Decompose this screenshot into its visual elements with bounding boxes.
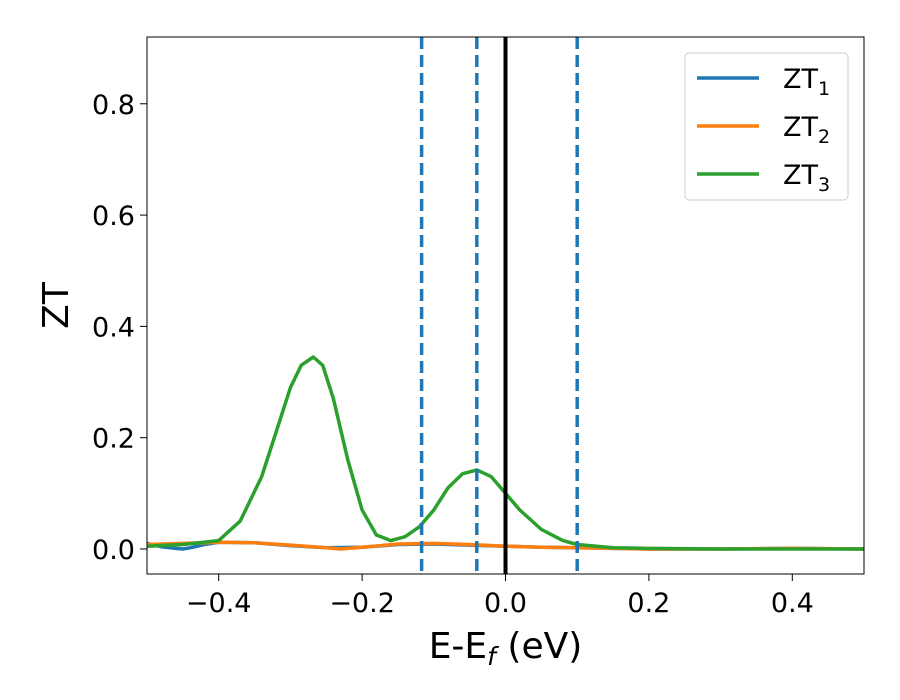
legend-label-zt3: ZT3 bbox=[783, 160, 830, 196]
y-tick-label: 0.6 bbox=[92, 201, 135, 232]
y-tick-label: 0.0 bbox=[92, 535, 135, 566]
x-axis-title-base: E-E bbox=[429, 626, 487, 667]
x-tick-label: 0.0 bbox=[484, 588, 527, 619]
series-line-zt3 bbox=[147, 355, 864, 551]
x-tick-label: −0.2 bbox=[329, 588, 395, 619]
legend-label-zt1: ZT1 bbox=[783, 64, 830, 100]
y-tick-label: 0.4 bbox=[92, 312, 135, 343]
x-tick-label: 0.2 bbox=[627, 588, 670, 619]
axis-ticks: −0.4 −0.2 0.0 0.2 0.4 0.0 0.2 0.4 0.6 0.8 bbox=[92, 90, 814, 619]
x-axis-title: E-Ef (eV) bbox=[429, 626, 583, 671]
y-tick-label: 0.2 bbox=[92, 424, 135, 455]
legend: ZT1 ZT2 ZT3 bbox=[684, 52, 849, 201]
legend-box bbox=[684, 52, 849, 201]
y-tick-label: 0.8 bbox=[92, 90, 135, 121]
legend-label-zt2: ZT2 bbox=[783, 112, 830, 148]
x-axis-title-suffix: (eV) bbox=[496, 626, 582, 667]
x-tick-label: 0.4 bbox=[771, 588, 814, 619]
plot-area bbox=[147, 37, 864, 574]
y-axis-title: ZT bbox=[36, 281, 77, 329]
x-tick-label: −0.4 bbox=[186, 588, 252, 619]
